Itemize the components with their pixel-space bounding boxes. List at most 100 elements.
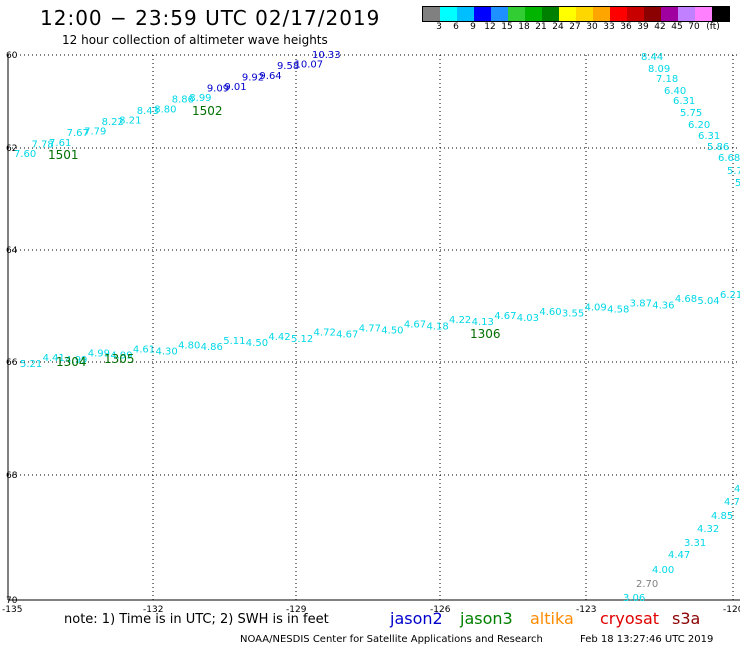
wave-height-label: 4.50 [246, 338, 268, 349]
longitude-label: -132 [143, 605, 163, 615]
wave-height-label: 7.60 [14, 149, 36, 160]
wave-height-label: 9.92 [242, 72, 264, 83]
wave-height-label: 4.85 [711, 511, 733, 522]
wave-height-label: 4.36 [652, 300, 674, 311]
wave-height-label: 4.30 [155, 346, 177, 357]
wave-height-label: 5 [735, 178, 740, 189]
wave-height-label: 4.99 [110, 351, 132, 362]
track-time-label: 1305 [104, 352, 135, 366]
wave-height-label: 7.67 [67, 128, 89, 139]
legend-swatch [423, 7, 440, 21]
wave-height-label: 4.99 [65, 355, 87, 366]
track-time-label: 1306 [470, 327, 501, 341]
wave-height-label: 8.99 [189, 93, 211, 104]
legend-tick-label: 9 [470, 22, 476, 32]
wave-height-label: 4.47 [668, 550, 690, 561]
latitude-label: 68 [6, 471, 18, 481]
wave-height-label: 9.09 [207, 84, 229, 95]
wave-height-label: 10.07 [294, 60, 323, 71]
legend-swatch [661, 7, 678, 21]
wave-height-label: 6.31 [698, 131, 720, 142]
wave-height-label: 6.68 [718, 153, 740, 164]
color-legend [422, 6, 730, 22]
wave-height-label: 9.01 [224, 82, 246, 93]
wave-height-label: 4.67 [336, 330, 358, 341]
legend-swatch [542, 7, 559, 21]
wave-height-label: 4.22 [449, 315, 471, 326]
wave-height-label: 4.00 [652, 565, 674, 576]
legend-swatch [644, 7, 661, 21]
wave-height-label: 8.44 [641, 52, 663, 63]
wave-height-label: 5.75 [680, 108, 702, 119]
wave-height-label: 9.64 [259, 71, 281, 82]
wave-height-label: 3.31 [684, 538, 706, 549]
wave-height-label: 4.42 [268, 332, 290, 343]
legend-tick-label: 36 [620, 22, 632, 32]
wave-height-label: 4.68 [675, 294, 697, 305]
wave-height-label: 4.60 [539, 307, 561, 318]
legend-tick-label: 42 [654, 22, 666, 32]
map-title: 12:00 − 23:59 UTC 02/17/2019 [40, 6, 381, 30]
wave-height-label: 5.04 [697, 296, 719, 307]
legend-swatch [559, 7, 576, 21]
wave-height-label: 4.99 [88, 349, 110, 360]
legend-tick-label: 27 [569, 22, 581, 32]
legend-swatch [695, 7, 712, 21]
wave-height-label: 4.77 [359, 324, 381, 335]
wave-height-label: 3.06 [623, 593, 645, 604]
mission-cryosat: cryosat [600, 609, 660, 628]
mission-s3a: s3a [672, 609, 701, 628]
legend-swatch [491, 7, 508, 21]
wave-height-label: 8.22 [102, 117, 124, 128]
wave-height-label: 4.13 [472, 317, 494, 328]
wave-height-label: 6.21 [720, 290, 740, 301]
wave-height-label: 5.86 [707, 142, 729, 153]
legend-swatch [474, 7, 491, 21]
longitude-label: -120 [723, 605, 740, 615]
wave-height-label: 4.61 [133, 345, 155, 356]
latitude-label: 70 [6, 596, 18, 606]
wave-height-label: 5.12 [291, 334, 313, 345]
map-subtitle: 12 hour collection of altimeter wave hei… [62, 33, 328, 47]
wave-height-label: 10.33 [312, 50, 341, 61]
legend-tick-label: 12 [484, 22, 496, 32]
wave-height-label: 7.18 [656, 74, 678, 85]
legend-tick-label: 33 [603, 22, 615, 32]
wave-height-label: 8.80 [154, 104, 176, 115]
credit-line: NOAA/NESDIS Center for Satellite Applica… [240, 634, 543, 645]
legend-tick-label: 30 [586, 22, 598, 32]
legend-tick-label: 45 [671, 22, 683, 32]
legend-swatch [712, 7, 729, 21]
latitude-label: 62 [6, 144, 17, 154]
legend-swatch [593, 7, 610, 21]
wave-height-label: 4.67 [494, 311, 516, 322]
latitude-label: 64 [6, 246, 18, 256]
wave-height-label: 3.55 [562, 309, 584, 320]
wave-height-label: 4.03 [517, 313, 539, 324]
longitude-label: -126 [430, 605, 451, 615]
legend-swatch [525, 7, 542, 21]
legend-tick-label: 21 [535, 22, 547, 32]
wave-height-label: 6.40 [664, 86, 686, 97]
wave-height-label: 6.31 [673, 96, 695, 107]
wave-height-label: 8.09 [648, 64, 670, 75]
footer-note: note: 1) Time is in UTC; 2) SWH is in fe… [64, 612, 329, 627]
wave-height-label: 8.21 [119, 115, 141, 126]
legend-tick-label: 6 [453, 22, 459, 32]
wave-height-label: 7.78 [32, 139, 54, 150]
legend-tick-label: (ft) [706, 22, 720, 32]
wave-height-label: 4 [734, 484, 740, 495]
wave-height-label: 4.72 [314, 328, 336, 339]
legend-swatch [576, 7, 593, 21]
wave-height-label: 4.80 [178, 340, 200, 351]
legend-tick-label: 3 [436, 22, 442, 32]
track-time-label: 1501 [48, 148, 79, 162]
wave-height-label: 5.11 [223, 336, 245, 347]
legend-tick-label: 39 [637, 22, 649, 32]
mission-jason3: jason3 [460, 609, 513, 628]
wave-height-label: 7.61 [49, 138, 71, 149]
longitude-label: -135 [2, 605, 22, 615]
legend-swatch [678, 7, 695, 21]
legend-swatch [457, 7, 474, 21]
